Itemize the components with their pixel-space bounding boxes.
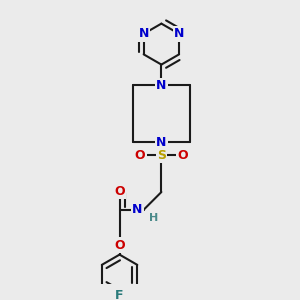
Text: F: F [115, 289, 124, 300]
Text: O: O [114, 239, 125, 252]
Text: N: N [132, 203, 142, 216]
Text: O: O [135, 148, 146, 161]
Text: O: O [114, 185, 125, 198]
Text: S: S [157, 148, 166, 161]
Text: O: O [177, 148, 188, 161]
Text: H: H [149, 212, 158, 223]
Text: N: N [139, 27, 149, 40]
Text: N: N [156, 79, 167, 92]
Text: N: N [174, 27, 184, 40]
Text: N: N [156, 136, 167, 149]
